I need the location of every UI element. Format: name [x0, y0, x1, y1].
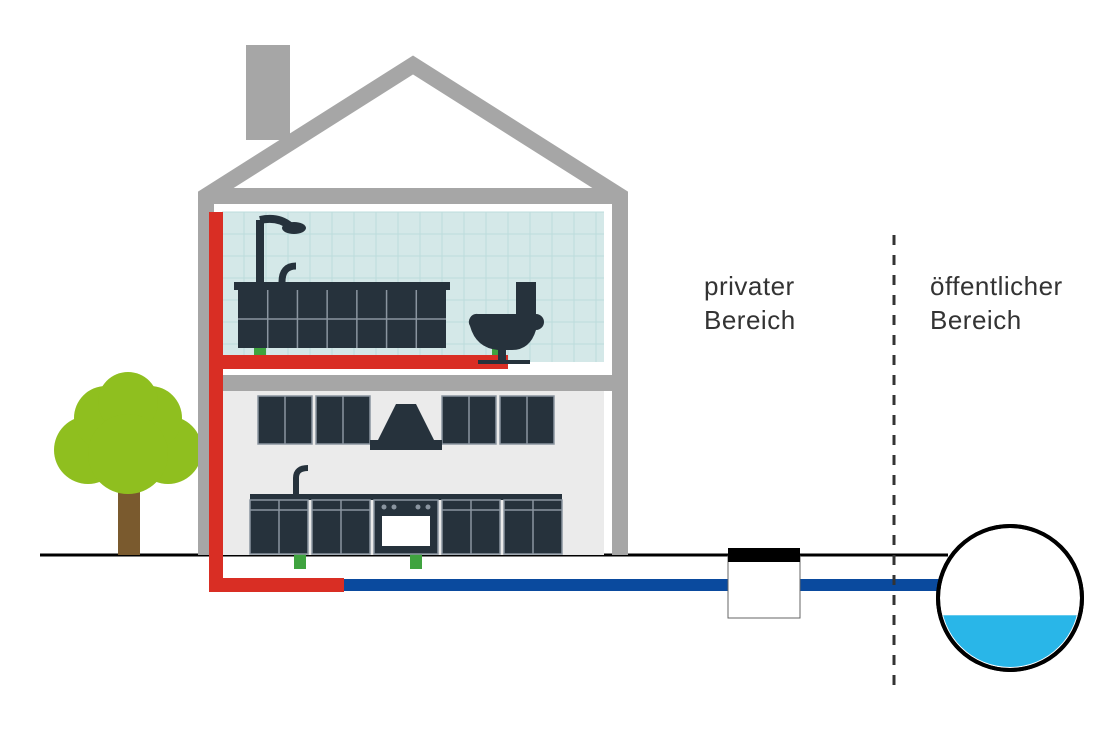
- house-drainage-diagram: [0, 0, 1112, 746]
- label-public-line2: Bereich: [930, 305, 1022, 335]
- sewer-water: [938, 615, 1082, 746]
- tree-foliage: [54, 372, 202, 494]
- label-public-line1: öffentlicher: [930, 271, 1063, 301]
- label-public-area: öffentlicher Bereich: [930, 270, 1063, 338]
- label-private-line2: Bereich: [704, 305, 796, 335]
- manhole-lid: [728, 548, 800, 562]
- label-private-line1: privater: [704, 271, 795, 301]
- label-private-area: privater Bereich: [704, 270, 796, 338]
- inspection-chamber: [728, 556, 800, 618]
- chimney: [246, 45, 290, 140]
